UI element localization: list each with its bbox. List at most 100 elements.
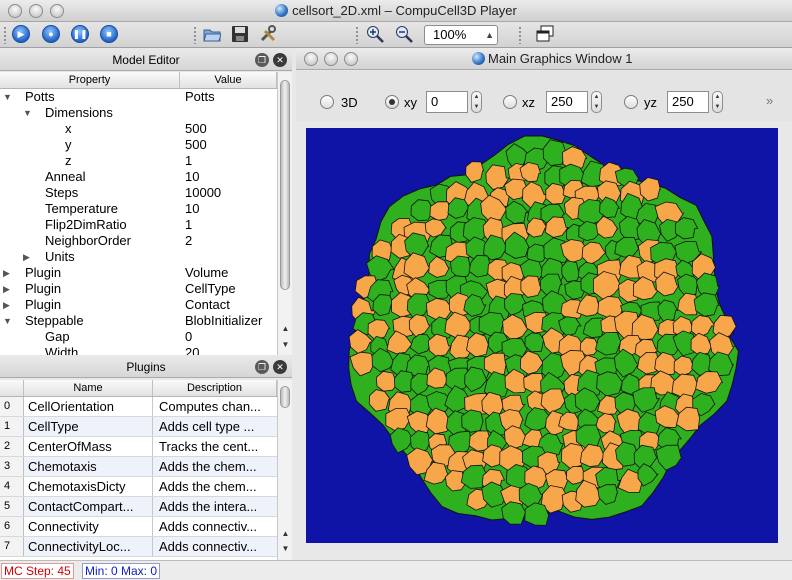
- column-header-description[interactable]: Description: [153, 380, 277, 396]
- property-value[interactable]: Potts: [185, 89, 215, 104]
- radio-yz[interactable]: [624, 95, 638, 109]
- property-value[interactable]: 2: [185, 233, 193, 248]
- close-panel-icon[interactable]: ✕: [273, 360, 287, 374]
- property-row[interactable]: Steps 10000: [0, 185, 277, 201]
- xy-slice-input[interactable]: 0: [426, 91, 468, 113]
- collapsed-triangle-icon[interactable]: ▶: [3, 268, 10, 278]
- property-row[interactable]: ▶ Plugin CellType: [0, 281, 277, 297]
- minimize-subwindow-button[interactable]: [324, 52, 338, 66]
- zoom-select[interactable]: 100% ▲▼: [424, 25, 498, 58]
- xz-slice-stepper[interactable]: ▲ ▼: [591, 91, 602, 113]
- column-header-value[interactable]: Value: [180, 72, 277, 88]
- toolbar-grip-icon[interactable]: [518, 26, 522, 44]
- run-button[interactable]: ▶: [12, 25, 30, 43]
- scrollbar-thumb[interactable]: [280, 80, 290, 290]
- open-folder-icon[interactable]: [203, 25, 222, 43]
- plugins-scrollbar[interactable]: ▲ ▼: [277, 380, 292, 560]
- plugin-row[interactable]: 7 ConnectivityLoc... Adds connectiv...: [0, 537, 277, 557]
- save-icon[interactable]: [231, 25, 249, 43]
- property-value[interactable]: 1: [185, 153, 193, 168]
- minimize-window-button[interactable]: [29, 4, 43, 18]
- float-panel-icon[interactable]: ❐: [255, 360, 269, 374]
- toolbar-grip-icon[interactable]: [193, 26, 197, 44]
- radio-xz[interactable]: [503, 95, 517, 109]
- step-button[interactable]: ●: [42, 25, 60, 43]
- scroll-down-icon[interactable]: ▼: [281, 544, 290, 553]
- xz-slice-input[interactable]: 250: [546, 91, 588, 113]
- expanded-triangle-icon[interactable]: ▼: [3, 92, 12, 102]
- radio-3d[interactable]: [320, 95, 334, 109]
- settings-tools-icon[interactable]: [259, 25, 277, 43]
- scrollbar-thumb[interactable]: [280, 386, 290, 408]
- close-window-button[interactable]: [8, 4, 22, 18]
- plugin-row[interactable]: 0 CellOrientation Computes chan...: [0, 397, 277, 417]
- scroll-up-icon[interactable]: ▲: [281, 324, 290, 333]
- expanded-triangle-icon[interactable]: ▼: [23, 108, 32, 118]
- property-value[interactable]: 1: [185, 217, 193, 232]
- zoom-window-button[interactable]: [50, 4, 64, 18]
- property-value[interactable]: 10: [185, 201, 200, 216]
- expanded-triangle-icon[interactable]: ▼: [3, 316, 12, 326]
- property-value[interactable]: 500: [185, 121, 207, 136]
- property-row[interactable]: Width 20: [0, 345, 277, 355]
- close-subwindow-button[interactable]: [304, 52, 318, 66]
- zoom-out-icon[interactable]: [395, 25, 413, 43]
- property-row[interactable]: Flip2DimRatio 1: [0, 217, 277, 233]
- property-row[interactable]: y 500: [0, 137, 277, 153]
- plugin-row[interactable]: 4 ChemotaxisDicty Adds the chem...: [0, 477, 277, 497]
- property-row[interactable]: x 500: [0, 121, 277, 137]
- collapsed-triangle-icon[interactable]: ▶: [3, 300, 10, 310]
- property-value[interactable]: 20: [185, 345, 200, 355]
- property-row[interactable]: Gap 0: [0, 329, 277, 345]
- float-panel-icon[interactable]: ❐: [255, 53, 269, 67]
- property-row[interactable]: NeighborOrder 2: [0, 233, 277, 249]
- plugin-row[interactable]: 6 Connectivity Adds connectiv...: [0, 517, 277, 537]
- radio-xy[interactable]: [385, 95, 399, 109]
- cell-type-2: [595, 215, 619, 239]
- yz-slice-input[interactable]: 250: [667, 91, 709, 113]
- stop-button[interactable]: ■: [100, 25, 118, 43]
- scroll-down-icon[interactable]: ▼: [281, 340, 290, 349]
- property-row[interactable]: ▶ Plugin Contact: [0, 297, 277, 313]
- property-row[interactable]: ▶ Units: [0, 249, 277, 265]
- new-window-icon[interactable]: [536, 25, 554, 43]
- app-globe-icon: [275, 4, 289, 17]
- property-row[interactable]: ▼ Dimensions: [0, 105, 277, 121]
- simulation-canvas[interactable]: [306, 128, 778, 543]
- scroll-up-icon[interactable]: ▲: [281, 529, 290, 538]
- collapsed-triangle-icon[interactable]: ▶: [23, 252, 30, 262]
- property-value[interactable]: 0: [185, 329, 193, 344]
- plugin-row[interactable]: 5 ContactCompart... Adds the intera...: [0, 497, 277, 517]
- property-row[interactable]: Anneal 10: [0, 169, 277, 185]
- yz-slice-stepper[interactable]: ▲ ▼: [712, 91, 723, 113]
- model-editor-scrollbar[interactable]: ▲ ▼: [277, 72, 292, 355]
- property-value[interactable]: CellType: [185, 281, 236, 296]
- column-header-name[interactable]: Name: [24, 380, 153, 396]
- property-row[interactable]: ▶ Plugin Volume: [0, 265, 277, 281]
- xy-slice-stepper[interactable]: ▲ ▼: [471, 91, 482, 113]
- property-value[interactable]: 10: [185, 169, 200, 184]
- property-row[interactable]: ▼ Potts Potts: [0, 89, 277, 105]
- property-row[interactable]: ▼ Steppable BlobInitializer: [0, 313, 277, 329]
- plugin-row[interactable]: 2 CenterOfMass Tracks the cent...: [0, 437, 277, 457]
- plugin-row[interactable]: 3 Chemotaxis Adds the chem...: [0, 457, 277, 477]
- property-value[interactable]: 10000: [185, 185, 222, 200]
- column-header-property[interactable]: Property: [0, 72, 180, 88]
- graphics-window-title: Main Graphics Window 1: [488, 51, 633, 66]
- close-panel-icon[interactable]: ✕: [273, 53, 287, 67]
- property-value[interactable]: Volume: [185, 265, 229, 280]
- plugin-row[interactable]: 1 CellType Adds cell type ...: [0, 417, 277, 437]
- property-row[interactable]: Temperature 10: [0, 201, 277, 217]
- zoom-in-icon[interactable]: [366, 25, 384, 43]
- toolbar-overflow-icon[interactable]: »: [766, 93, 774, 108]
- toolbar-grip-icon[interactable]: [3, 26, 7, 44]
- property-value[interactable]: Contact: [185, 297, 230, 312]
- collapsed-triangle-icon[interactable]: ▶: [3, 284, 10, 294]
- toolbar-grip-icon[interactable]: [355, 26, 359, 44]
- property-value[interactable]: BlobInitializer: [185, 313, 263, 328]
- pause-button[interactable]: ❚❚: [71, 25, 89, 43]
- cell-type-1: [708, 351, 734, 377]
- property-value[interactable]: 500: [185, 137, 207, 152]
- zoom-subwindow-button[interactable]: [344, 52, 358, 66]
